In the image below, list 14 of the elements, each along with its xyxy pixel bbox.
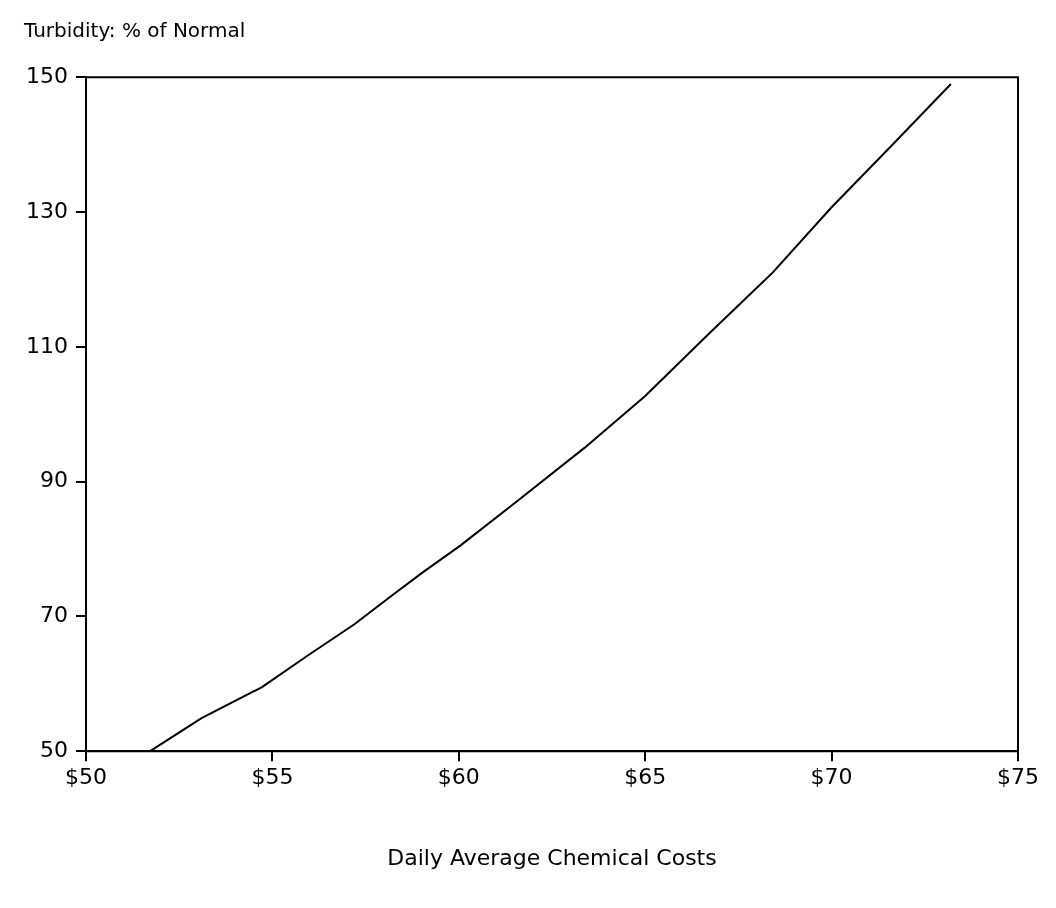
y-tick-label: 110 bbox=[25, 332, 68, 358]
x-tick-label: $65 bbox=[624, 764, 667, 790]
x-tick-label: $55 bbox=[251, 764, 294, 790]
x-axis-title: Daily Average Chemical Costs bbox=[387, 844, 717, 870]
y-tick-label: 50 bbox=[39, 736, 68, 762]
x-tick-label: $70 bbox=[810, 764, 853, 790]
x-tick-label: $60 bbox=[437, 764, 480, 790]
x-tick-label: $50 bbox=[64, 764, 107, 790]
y-tick-label: 70 bbox=[39, 602, 68, 628]
y-axis-title: Turbidity: % of Normal bbox=[23, 17, 247, 44]
y-tick-label: 90 bbox=[39, 467, 68, 493]
y-tick-label: 130 bbox=[25, 197, 68, 223]
x-tick-label: $75 bbox=[997, 764, 1039, 790]
y-tick-label: 150 bbox=[25, 62, 68, 88]
